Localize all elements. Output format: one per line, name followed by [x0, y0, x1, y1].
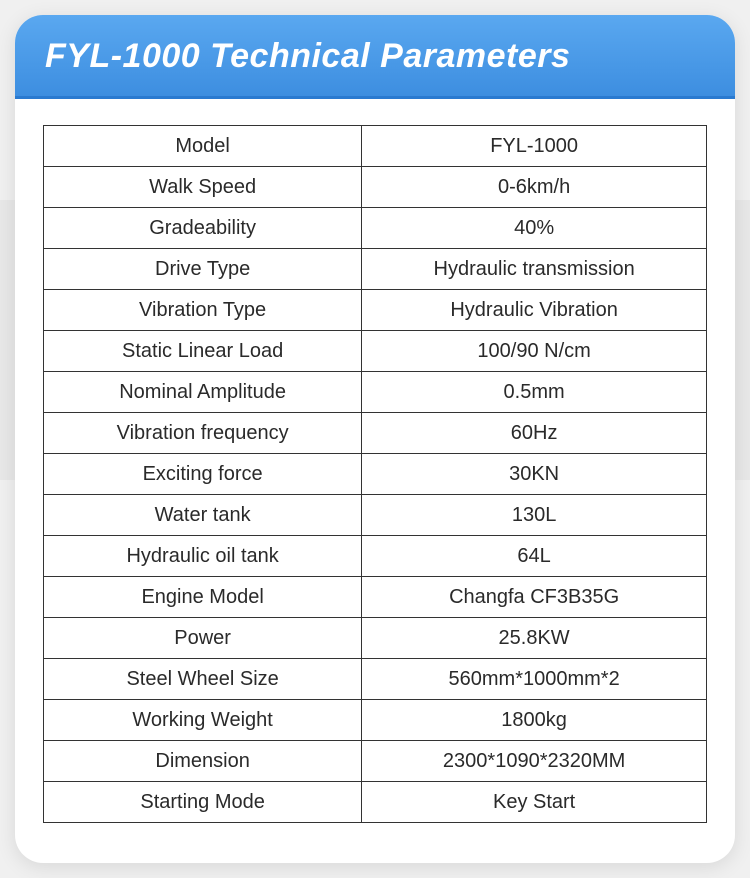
- spec-value: 25.8KW: [362, 618, 707, 659]
- table-row: Starting ModeKey Start: [44, 782, 707, 823]
- card-header: FYL-1000 Technical Parameters: [15, 15, 735, 99]
- table-row: Exciting force30KN: [44, 454, 707, 495]
- spec-value: Hydraulic Vibration: [362, 290, 707, 331]
- spec-value: Changfa CF3B35G: [362, 577, 707, 618]
- table-row: ModelFYL-1000: [44, 126, 707, 167]
- spec-label: Vibration Type: [44, 290, 362, 331]
- spec-value: 0-6km/h: [362, 167, 707, 208]
- spec-value: 100/90 N/cm: [362, 331, 707, 372]
- card-title: FYL-1000 Technical Parameters: [45, 37, 705, 76]
- table-row: Water tank130L: [44, 495, 707, 536]
- spec-value: Key Start: [362, 782, 707, 823]
- table-row: Vibration frequency60Hz: [44, 413, 707, 454]
- spec-table: ModelFYL-1000 Walk Speed0-6km/h Gradeabi…: [43, 125, 707, 823]
- table-container: ModelFYL-1000 Walk Speed0-6km/h Gradeabi…: [15, 99, 735, 863]
- spec-label: Power: [44, 618, 362, 659]
- spec-label: Starting Mode: [44, 782, 362, 823]
- table-row: Vibration TypeHydraulic Vibration: [44, 290, 707, 331]
- spec-value: 0.5mm: [362, 372, 707, 413]
- spec-value: 60Hz: [362, 413, 707, 454]
- table-row: Steel Wheel Size560mm*1000mm*2: [44, 659, 707, 700]
- spec-table-body: ModelFYL-1000 Walk Speed0-6km/h Gradeabi…: [44, 126, 707, 823]
- table-row: Drive TypeHydraulic transmission: [44, 249, 707, 290]
- spec-label: Walk Speed: [44, 167, 362, 208]
- spec-value: 130L: [362, 495, 707, 536]
- spec-value: Hydraulic transmission: [362, 249, 707, 290]
- spec-value: 2300*1090*2320MM: [362, 741, 707, 782]
- table-row: Gradeability40%: [44, 208, 707, 249]
- spec-value: 40%: [362, 208, 707, 249]
- table-row: Static Linear Load100/90 N/cm: [44, 331, 707, 372]
- spec-value: 64L: [362, 536, 707, 577]
- spec-label: Engine Model: [44, 577, 362, 618]
- spec-label: Nominal Amplitude: [44, 372, 362, 413]
- spec-label: Dimension: [44, 741, 362, 782]
- table-row: Hydraulic oil tank64L: [44, 536, 707, 577]
- spec-label: Drive Type: [44, 249, 362, 290]
- spec-label: Static Linear Load: [44, 331, 362, 372]
- table-row: Dimension2300*1090*2320MM: [44, 741, 707, 782]
- spec-label: Working Weight: [44, 700, 362, 741]
- table-row: Nominal Amplitude0.5mm: [44, 372, 707, 413]
- spec-label: Vibration frequency: [44, 413, 362, 454]
- spec-value: 1800kg: [362, 700, 707, 741]
- spec-label: Water tank: [44, 495, 362, 536]
- table-row: Walk Speed0-6km/h: [44, 167, 707, 208]
- spec-label: Exciting force: [44, 454, 362, 495]
- spec-label: Gradeability: [44, 208, 362, 249]
- spec-card: FYL-1000 Technical Parameters ModelFYL-1…: [15, 15, 735, 863]
- table-row: Working Weight1800kg: [44, 700, 707, 741]
- table-row: Power25.8KW: [44, 618, 707, 659]
- spec-value: 560mm*1000mm*2: [362, 659, 707, 700]
- table-row: Engine ModelChangfa CF3B35G: [44, 577, 707, 618]
- spec-value: 30KN: [362, 454, 707, 495]
- spec-label: Hydraulic oil tank: [44, 536, 362, 577]
- spec-label: Model: [44, 126, 362, 167]
- spec-value: FYL-1000: [362, 126, 707, 167]
- spec-label: Steel Wheel Size: [44, 659, 362, 700]
